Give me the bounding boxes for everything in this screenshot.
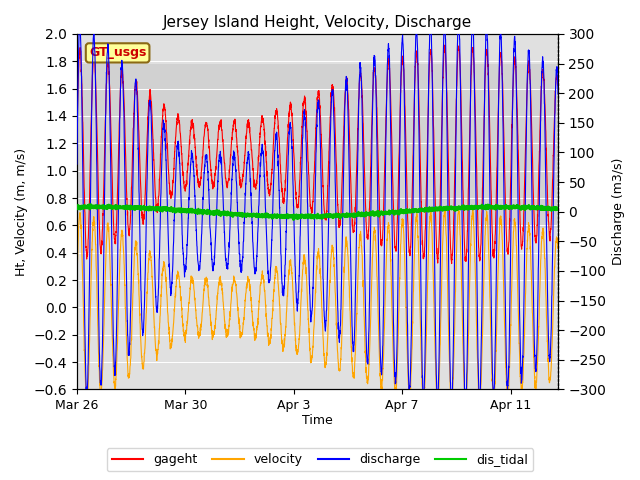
- Legend: gageht, velocity, discharge, dis_tidal: gageht, velocity, discharge, dis_tidal: [107, 448, 533, 471]
- Text: GT_usgs: GT_usgs: [89, 47, 147, 60]
- Y-axis label: Discharge (m3/s): Discharge (m3/s): [612, 158, 625, 265]
- Y-axis label: Ht, Velocity (m, m/s): Ht, Velocity (m, m/s): [15, 148, 28, 276]
- X-axis label: Time: Time: [302, 414, 333, 427]
- Bar: [77, 64, 558, 228]
- Title: Jersey Island Height, Velocity, Discharge: Jersey Island Height, Velocity, Discharg…: [163, 15, 472, 30]
